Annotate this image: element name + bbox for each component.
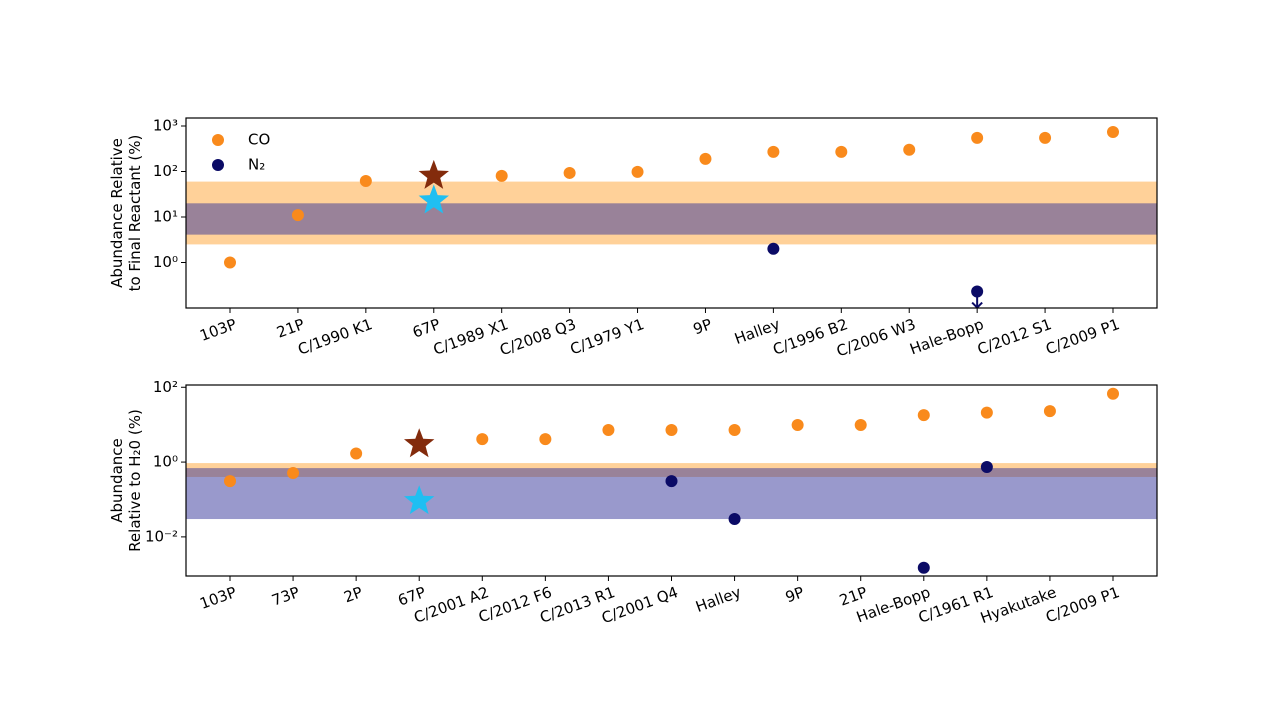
y-tick-label: 10² [153,162,178,180]
x-tick-label: 2P [341,583,365,606]
data-point [980,406,993,419]
y-axis-label-line: Abundance [108,438,126,523]
data-point [350,447,363,460]
y-tick-label: 10⁰ [153,453,178,471]
x-tick-label: 73P [269,583,302,610]
data-point [359,174,372,187]
data-point [1043,405,1056,418]
data-point [476,433,489,446]
x-tick-label: C/2008 Q3 [497,315,578,359]
y-axis-label-line: Relative to H₂0 (%) [126,409,144,552]
data-point [980,460,993,473]
data-point [971,131,984,144]
y-axis-label-line: Abundance Relative [108,138,126,288]
data-point [631,165,644,178]
data-point [835,145,848,158]
x-tick-label: C/1989 X1 [431,315,511,359]
data-point [287,467,300,480]
x-tick-label: Halley [693,583,743,616]
star-marker [404,428,435,458]
data-point [224,256,236,269]
data-point [854,419,867,432]
data-point [917,561,930,574]
star-marker [418,184,449,214]
data-point [728,424,741,437]
y-tick-label: 10¹ [153,208,178,226]
x-tick-label: Hale-Bopp [907,315,986,358]
data-point [563,166,576,179]
data-point [699,152,712,165]
x-tick-label: 103P [197,583,239,613]
y-axis-label: AbundanceRelative to H₂0 (%) [108,409,144,552]
data-point [767,145,780,158]
legend-marker [212,159,224,171]
star-marker [418,159,449,189]
axes-frame [185,117,1158,309]
legend-label: CO [248,131,270,149]
x-tick-label: C/1979 Y1 [568,315,647,358]
x-tick-label: 9P [691,315,715,338]
y-tick-label: 10³ [153,117,178,135]
data-point [791,419,804,432]
y-tick-label: 10² [153,378,178,396]
data-point [728,513,741,526]
data-point [1107,125,1119,138]
y-axis-label-line: to Final Reactant (%) [126,135,144,292]
data-point [665,475,678,488]
data-point [224,475,236,488]
x-tick-label: 9P [783,583,807,606]
x-tick-label: 21P [274,315,307,342]
y-axis-label: Abundance Relativeto Final Reactant (%) [108,135,144,292]
data-point [767,242,780,255]
x-tick-label: 67P [410,315,443,342]
data-point [539,433,552,446]
data-point [903,143,916,156]
x-tick-label: C/1990 K1 [295,315,374,359]
legend-label: N₂ [248,156,265,174]
data-point [917,409,930,422]
band [186,203,1157,235]
data-point [1039,131,1052,144]
data-point [602,424,615,437]
data-point [495,169,508,182]
y-tick-label: 10⁻² [145,527,178,545]
x-tick-label: C/2009 P1 [1043,315,1122,358]
x-tick-label: 103P [197,315,239,345]
legend-marker [212,134,224,146]
data-point [1107,387,1119,400]
x-tick-label: C/2012 S1 [975,315,1054,358]
y-tick-label: 10⁰ [153,253,178,271]
data-point [665,424,678,437]
data-point [971,285,984,298]
x-tick-label: C/2006 W3 [834,315,918,360]
axes-frame [185,384,1158,577]
x-tick-label: C/2009 P1 [1043,583,1122,626]
data-point [291,209,304,222]
star-marker [404,485,435,515]
